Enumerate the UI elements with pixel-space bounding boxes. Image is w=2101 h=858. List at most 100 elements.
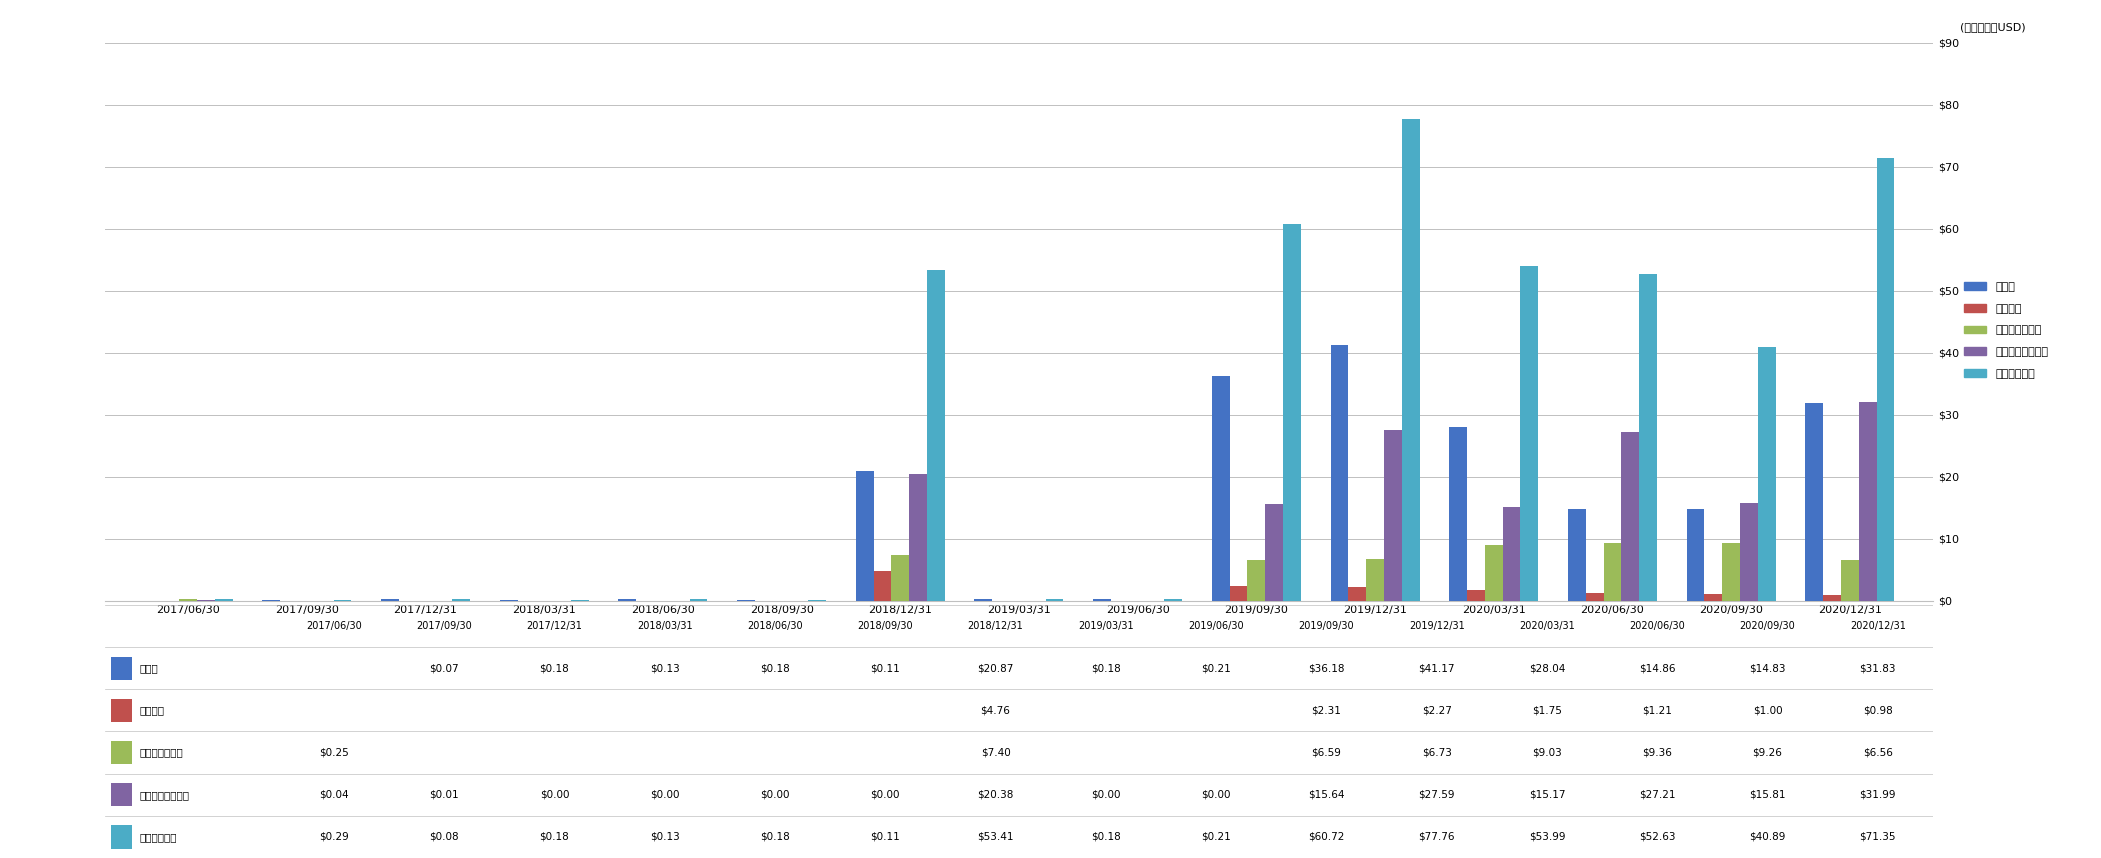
Text: 2019/06/30: 2019/06/30 (1189, 621, 1244, 631)
Bar (1502, 506, 1521, 601)
Bar (855, 471, 874, 601)
Bar (1248, 559, 1265, 601)
Bar (1093, 599, 1111, 601)
Bar (891, 555, 910, 601)
Text: $40.89: $40.89 (1750, 832, 1786, 842)
Bar (1687, 509, 1704, 601)
Bar (1330, 346, 1349, 601)
Text: $0.21: $0.21 (1202, 832, 1231, 842)
Text: $53.99: $53.99 (1530, 832, 1565, 842)
Text: $28.04: $28.04 (1530, 663, 1565, 674)
Text: $0.18: $0.18 (1090, 663, 1120, 674)
Bar (380, 600, 399, 601)
Text: $1.21: $1.21 (1643, 705, 1672, 716)
Text: 短期有利子負債: 短期有利子負債 (141, 747, 183, 758)
Text: $0.18: $0.18 (1090, 832, 1120, 842)
Bar (1622, 432, 1639, 601)
Bar (1840, 560, 1859, 601)
Text: $0.13: $0.13 (649, 832, 679, 842)
Text: $20.38: $20.38 (977, 789, 1013, 800)
Text: $53.41: $53.41 (977, 832, 1015, 842)
Bar (910, 474, 927, 601)
Bar (1466, 589, 1485, 601)
Text: $0.00: $0.00 (761, 789, 790, 800)
Bar (1740, 503, 1759, 601)
Text: $9.03: $9.03 (1532, 747, 1561, 758)
Bar (1366, 559, 1385, 601)
Text: $0.00: $0.00 (649, 789, 679, 800)
Text: 2020/09/30: 2020/09/30 (1740, 621, 1796, 631)
Text: $0.18: $0.18 (540, 663, 569, 674)
Bar (1876, 159, 1895, 601)
Text: 流動負債合計: 流動負債合計 (141, 832, 176, 842)
Text: $0.01: $0.01 (429, 789, 458, 800)
Text: $7.40: $7.40 (981, 747, 1011, 758)
Text: $0.25: $0.25 (319, 747, 349, 758)
Bar (1450, 426, 1466, 601)
Bar (1521, 266, 1538, 601)
Text: $9.26: $9.26 (1752, 747, 1782, 758)
Text: 2018/09/30: 2018/09/30 (857, 621, 914, 631)
Text: $71.35: $71.35 (1859, 832, 1895, 842)
Text: $0.08: $0.08 (429, 832, 458, 842)
Text: $0.00: $0.00 (1090, 789, 1120, 800)
Text: $20.87: $20.87 (977, 663, 1013, 674)
Text: $9.36: $9.36 (1643, 747, 1672, 758)
Text: その他の流動負債: その他の流動負債 (141, 789, 189, 800)
Text: 2019/09/30: 2019/09/30 (1298, 621, 1355, 631)
Bar (1385, 430, 1401, 601)
Text: $0.18: $0.18 (540, 832, 569, 842)
Text: $0.18: $0.18 (761, 832, 790, 842)
Text: $36.18: $36.18 (1309, 663, 1345, 674)
Text: $60.72: $60.72 (1309, 832, 1345, 842)
Text: $0.11: $0.11 (870, 832, 899, 842)
Text: $52.63: $52.63 (1639, 832, 1674, 842)
Text: 2017/09/30: 2017/09/30 (416, 621, 473, 631)
Text: 繰延収益: 繰延収益 (141, 705, 164, 716)
Text: $0.04: $0.04 (319, 789, 349, 800)
Text: $6.56: $6.56 (1864, 747, 1893, 758)
Bar (874, 571, 891, 601)
Text: 2018/06/30: 2018/06/30 (748, 621, 803, 631)
Text: 2020/06/30: 2020/06/30 (1630, 621, 1685, 631)
Bar (1046, 600, 1063, 601)
Bar (1639, 275, 1658, 601)
Text: 2018/03/31: 2018/03/31 (637, 621, 693, 631)
Text: 2020/03/31: 2020/03/31 (1519, 621, 1576, 631)
Bar (1603, 542, 1622, 601)
Text: 2017/06/30: 2017/06/30 (307, 621, 361, 631)
Text: $2.27: $2.27 (1422, 705, 1452, 716)
Text: 2020/12/31: 2020/12/31 (1849, 621, 1906, 631)
Text: $0.11: $0.11 (870, 663, 899, 674)
FancyBboxPatch shape (111, 783, 132, 807)
Text: $0.21: $0.21 (1202, 663, 1231, 674)
Text: $0.29: $0.29 (319, 832, 349, 842)
Text: $0.00: $0.00 (540, 789, 569, 800)
Text: $41.17: $41.17 (1418, 663, 1454, 674)
Y-axis label: (単位：百万USD): (単位：百万USD) (1960, 21, 2025, 32)
Text: $0.00: $0.00 (1202, 789, 1231, 800)
Text: 2017/12/31: 2017/12/31 (527, 621, 582, 631)
Bar (214, 599, 233, 601)
Text: $15.17: $15.17 (1530, 789, 1565, 800)
Text: $27.21: $27.21 (1639, 789, 1674, 800)
Bar (1723, 543, 1740, 601)
Text: $6.59: $6.59 (1311, 747, 1340, 758)
Bar (1805, 403, 1824, 601)
Text: $1.75: $1.75 (1532, 705, 1561, 716)
Bar (1859, 402, 1876, 601)
Bar (179, 599, 197, 601)
Text: 2019/12/31: 2019/12/31 (1410, 621, 1464, 631)
Bar (1704, 595, 1723, 601)
Bar (1265, 504, 1284, 601)
Text: $4.76: $4.76 (981, 705, 1011, 716)
FancyBboxPatch shape (111, 741, 132, 764)
Text: $0.98: $0.98 (1864, 705, 1893, 716)
Bar (1229, 586, 1248, 601)
FancyBboxPatch shape (111, 656, 132, 680)
Text: $14.83: $14.83 (1750, 663, 1786, 674)
Bar (1164, 599, 1183, 601)
Bar (1349, 587, 1366, 601)
Text: 2019/03/31: 2019/03/31 (1078, 621, 1135, 631)
Text: $6.73: $6.73 (1422, 747, 1452, 758)
